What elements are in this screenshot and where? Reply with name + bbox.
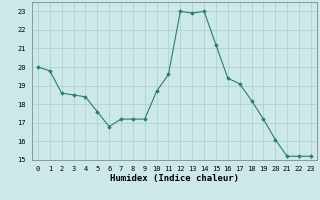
X-axis label: Humidex (Indice chaleur): Humidex (Indice chaleur) (110, 174, 239, 183)
